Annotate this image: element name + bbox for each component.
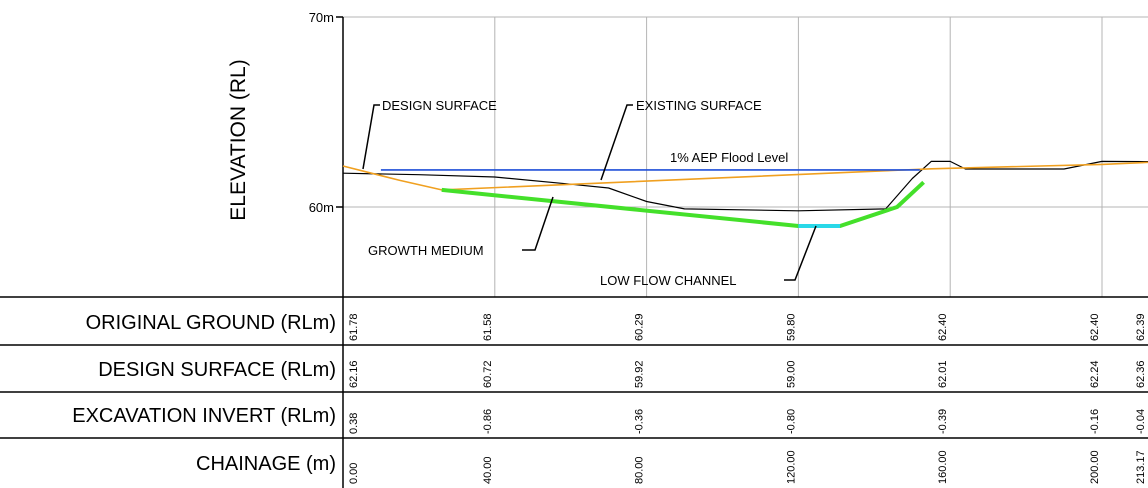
table-cell: 62.40 (1089, 313, 1101, 341)
profile-lines (342, 160, 1148, 228)
design-surface-label: DESIGN SURFACE (382, 98, 497, 113)
table-cell: 59.80 (785, 313, 797, 341)
low-flow-channel-label: LOW FLOW CHANNEL (600, 273, 737, 288)
table-cell: 40.00 (482, 456, 494, 484)
table-cell: -0.36 (634, 409, 646, 434)
grid (343, 16, 1148, 297)
table-cell: -0.86 (482, 409, 494, 434)
table-cell: 0.38 (348, 413, 360, 434)
table-cell: -0.16 (1089, 409, 1101, 434)
y-axis: 70m 60m ELEVATION (RL) (227, 10, 344, 297)
table-cell: 59.00 (785, 360, 797, 388)
row-label-original-ground: ORIGINAL GROUND (RLm) (86, 312, 336, 334)
growth-medium-label: GROWTH MEDIUM (368, 243, 484, 258)
annotations: DESIGN SURFACE EXISTING SURFACE 1% AEP F… (362, 98, 817, 288)
design-surface-line (342, 161, 1148, 191)
table-cell: 62.24 (1089, 360, 1101, 388)
flood-level-label: 1% AEP Flood Level (670, 150, 788, 165)
y-axis-title: ELEVATION (RL) (227, 59, 250, 220)
table-cell: 213.17 (1135, 450, 1147, 484)
low-flow-channel-leader (784, 225, 817, 281)
row-label-chainage: CHAINAGE (m) (196, 453, 336, 475)
row-label-excavation-invert: EXCAVATION INVERT (RLm) (72, 405, 336, 427)
y-tick-label-60: 60m (309, 200, 334, 215)
table-cell: 60.29 (634, 313, 646, 341)
table-cell: 120.00 (785, 450, 797, 484)
growth-medium-leader (522, 196, 554, 251)
table-cell: 62.16 (348, 360, 360, 388)
table-cell: 200.00 (1089, 450, 1101, 484)
table-cell: 80.00 (634, 456, 646, 484)
table-cell: 61.78 (348, 313, 360, 341)
existing-surface-label: EXISTING SURFACE (636, 98, 762, 113)
table-cell: 0.00 (348, 463, 360, 484)
y-tick-label-70: 70m (309, 10, 334, 25)
table-cell: 62.36 (1135, 360, 1147, 388)
table-values: 61.78 61.58 60.29 59.80 62.40 62.40 62.39 62.16… (348, 313, 1147, 484)
table-cell: 60.72 (482, 360, 494, 388)
table-cell: 62.39 (1135, 313, 1147, 341)
growth-medium-line (441, 180, 925, 228)
row-label-design-surface: DESIGN SURFACE (RLm) (98, 359, 336, 381)
existing-surface-leader (600, 104, 633, 181)
table-cell: 59.92 (634, 360, 646, 388)
existing-surface-line (342, 160, 1148, 212)
table-cell: 62.40 (937, 313, 949, 341)
table-cell: -0.80 (785, 409, 797, 434)
design-surface-leader (362, 104, 380, 170)
data-table: ORIGINAL GROUND (RLm) DESIGN SURFACE (RL… (0, 296, 1148, 488)
table-cell: 160.00 (937, 450, 949, 484)
table-cell: 61.58 (482, 313, 494, 341)
table-cell: -0.39 (937, 409, 949, 434)
table-cell: 62.01 (937, 360, 949, 388)
table-cell: -0.04 (1135, 409, 1147, 434)
